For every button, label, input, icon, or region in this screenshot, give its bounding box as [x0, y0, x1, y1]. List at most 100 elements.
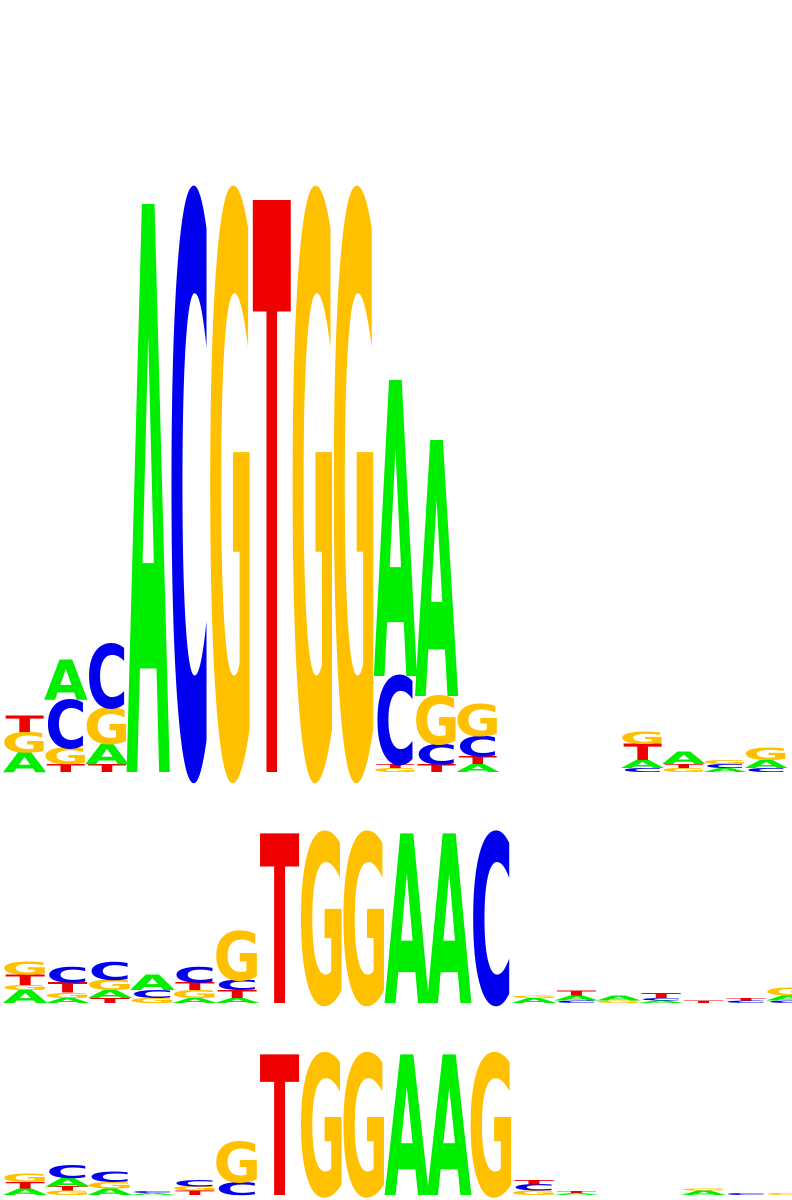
logo-letter-t: T	[217, 988, 257, 1000]
logo-letter-g: G	[595, 1000, 643, 1004]
logo-letter-t: T	[253, 46, 292, 959]
logo-letter-c: C	[622, 767, 663, 773]
logo-letter-g: G	[1, 1171, 49, 1185]
logo-letter-c: C	[375, 654, 416, 794]
logo-letter-t: T	[459, 754, 498, 767]
logo-letter-c: C	[513, 1183, 556, 1193]
logo-letter-g: G	[213, 1131, 261, 1195]
logo-letter-c: C	[640, 997, 683, 1001]
logo-letter-a: A	[427, 1016, 472, 1200]
logo-letter-c: C	[89, 1169, 132, 1186]
logo-letter-c: C	[767, 1000, 792, 1004]
logo-letter-a: A	[681, 1190, 726, 1197]
logo-letter-t: T	[90, 997, 131, 1005]
logo-letter-a: A	[130, 971, 175, 996]
logo-letter-a: A	[621, 758, 665, 771]
logo-letter-c: C	[725, 1192, 768, 1195]
logo-letter-g: G	[44, 991, 92, 999]
logo-letter-g: G	[510, 1190, 558, 1197]
logo-letter-a: A	[130, 1192, 175, 1195]
logo-letter-a: A	[415, 372, 459, 780]
logo-letter-a: A	[3, 747, 48, 778]
logo-letter-t: T	[514, 1179, 554, 1186]
logo-letter-g: G	[702, 759, 748, 765]
logo-letter-t: T	[48, 980, 88, 996]
logo-letter-g: G	[44, 1190, 92, 1197]
motif-logo-3: ATGGTACAGCACTGCCGTGGAAGGCTATAGCG	[1, 1016, 792, 1200]
logo-letter-c: C	[46, 1162, 89, 1182]
logo-letter-c: C	[169, 40, 210, 960]
logo-letter-t: T	[557, 1190, 597, 1193]
logo-letter-a: A	[3, 1187, 48, 1197]
logo-letter-c: C	[725, 1000, 768, 1004]
logo-letter-a: A	[427, 788, 472, 1058]
logo-letter-a: A	[512, 997, 557, 1005]
logo-letter-g: G	[765, 1192, 792, 1195]
logo-letter-a: A	[639, 1000, 684, 1004]
logo-letter-a: A	[766, 994, 792, 1002]
logo-letter-c: C	[173, 1178, 216, 1188]
logo-letter-g: G	[213, 918, 261, 996]
logo-letter-g: G	[413, 684, 459, 760]
logo-letter-g: G	[468, 1016, 516, 1200]
logo-letter-t: T	[665, 763, 704, 769]
logo-letter-a: A	[85, 739, 130, 770]
logo-letter-t: T	[376, 763, 415, 769]
logo-letter-t: T	[260, 1016, 300, 1200]
logo-letter-a: A	[45, 997, 90, 1005]
logo-letter-a: A	[596, 994, 641, 1002]
logo-letter-t: T	[88, 762, 127, 775]
logo-letter-a: A	[384, 788, 429, 1058]
logo-letter-c: C	[416, 739, 457, 770]
logo-letter-a: A	[172, 997, 217, 1005]
logo-letter-g: G	[765, 985, 792, 997]
logo-letter-c: C	[555, 1000, 598, 1004]
logo-letter-g: G	[341, 788, 389, 1058]
logo-letter-g: G	[298, 1016, 346, 1200]
logo-letter-a: A	[126, 50, 170, 957]
logo-letter-g: G	[455, 695, 501, 746]
logo-letter-c: C	[131, 988, 174, 1000]
logo-letter-t: T	[175, 1190, 215, 1197]
logo-letter-g: G	[619, 729, 665, 748]
logo-letter-g: G	[1, 984, 49, 992]
logo-letter-a: A	[456, 762, 500, 775]
logo-letter-c: C	[216, 1179, 259, 1199]
logo-letter-c: C	[86, 627, 127, 729]
logo-letter-t: T	[726, 997, 766, 1001]
motif-logo-2: AGTGAGTCTAGCGCAAGTCATCGTGGAACAGCATGAACTT…	[1, 788, 792, 1058]
logo-letter-g: G	[43, 744, 89, 770]
logo-letter-t: T	[5, 972, 45, 988]
logo-letter-t: T	[48, 1185, 88, 1192]
logo-letter-a: A	[374, 301, 418, 773]
logo-letter-t: T	[5, 712, 44, 738]
logo-letter-a: A	[45, 1176, 91, 1190]
logo-letter-a: A	[3, 987, 49, 1008]
logo-letter-c: C	[46, 963, 89, 988]
logo-letter-c: C	[470, 788, 513, 1058]
logo-letter-t: T	[260, 788, 300, 1058]
logo-letter-a: A	[703, 767, 747, 773]
logo-letter-a: A	[87, 1187, 132, 1197]
logo-letter-c: C	[745, 767, 786, 773]
logo-letter-g: G	[1, 727, 47, 758]
logo-letter-g: G	[680, 1188, 728, 1191]
logo-letter-a: A	[744, 758, 788, 771]
logo-letter-c: C	[89, 957, 132, 986]
logo-letter-c: C	[45, 688, 86, 764]
logo-letter-g: G	[171, 988, 219, 1000]
logo-letter-g: G	[207, 40, 253, 960]
logo-letter-g: G	[510, 995, 558, 999]
logo-letter-a: A	[87, 988, 133, 1000]
logo-letter-g: G	[298, 788, 346, 1058]
logo-letter-t: T	[47, 762, 86, 775]
logo-letter-g: G	[661, 767, 707, 773]
logo-letter-g: G	[743, 745, 789, 764]
logo-letter-a: A	[554, 994, 599, 1002]
logo-letter-t: T	[417, 762, 456, 775]
logo-letter-a: A	[554, 1192, 599, 1195]
logo-letter-a: A	[384, 1016, 429, 1200]
logo-letter-g: G	[84, 698, 130, 756]
logo-letter-g: G	[171, 1185, 219, 1192]
